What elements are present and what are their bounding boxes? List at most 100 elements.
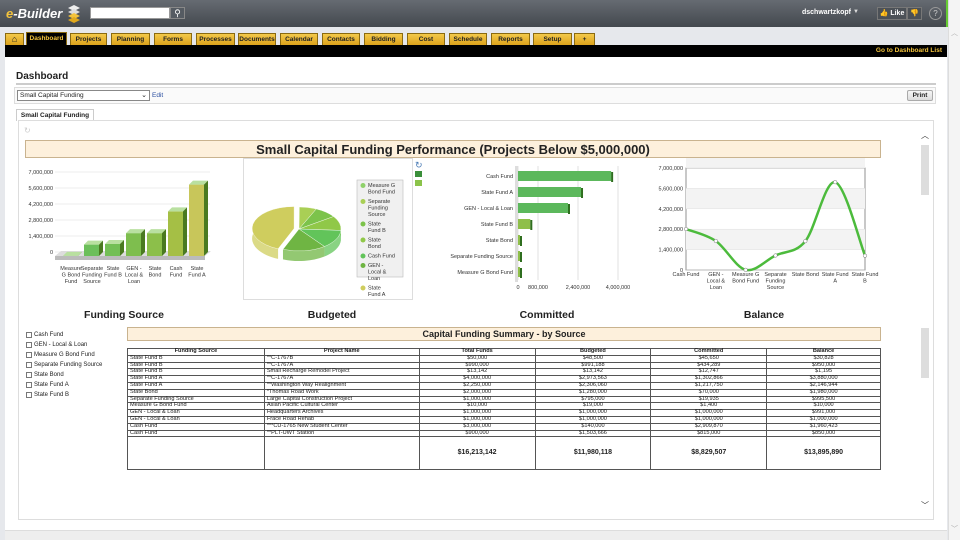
bar-top: [168, 207, 187, 212]
chevron-down-icon[interactable]: ▼: [853, 9, 859, 15]
scrollbar-thumb[interactable]: [921, 328, 929, 378]
page-scrollbar[interactable]: ︿ ﹀: [948, 0, 960, 540]
filter-label: State Bond: [34, 372, 64, 378]
filter-checkbox[interactable]: Separate Funding Source: [26, 360, 102, 370]
x-tick-label: Funding: [766, 279, 786, 285]
x-tick-label: GEN -: [126, 266, 141, 272]
filter-label: Separate Funding Source: [34, 362, 103, 368]
committed-chart: 0 800,000 2,400,000 4,000,000 Cash Fund State…: [450, 166, 630, 291]
y-tick-label: State Fund A: [481, 190, 513, 196]
excel-export-icon[interactable]: [415, 171, 422, 177]
go-to-dashboard-list-link[interactable]: Go to Dashboard List: [875, 47, 942, 54]
filter-label: Cash Fund: [34, 332, 64, 338]
bar-top: [147, 229, 166, 234]
legend-label: Local &: [368, 270, 387, 276]
edit-link[interactable]: Edit: [152, 92, 164, 99]
checkbox[interactable]: [26, 382, 32, 388]
filter-checkbox[interactable]: GEN - Local & Loan: [26, 340, 102, 350]
dashboard-select-value: Small Capital Funding: [20, 92, 84, 99]
legend-label: State: [368, 238, 381, 244]
bar-side: [162, 229, 166, 256]
tab-bidding[interactable]: Bidding: [364, 33, 403, 45]
tab-schedule[interactable]: Schedule: [449, 33, 487, 45]
filter-checkbox[interactable]: State Bond: [26, 370, 102, 380]
axis-wall: [515, 166, 518, 282]
tab-contacts[interactable]: Contacts: [322, 33, 360, 45]
x-tick-label: GEN -: [708, 272, 723, 278]
table-row: State Fund A **Washington Way Realignment…: [127, 381, 881, 390]
table-row: State Fund B Small Recharge Remodel Proje…: [127, 368, 881, 377]
checkbox[interactable]: [26, 352, 32, 358]
checkbox[interactable]: [26, 372, 32, 378]
bar: [189, 184, 204, 256]
checkbox[interactable]: [26, 342, 32, 348]
logo[interactable]: e-Builder: [6, 6, 63, 21]
checkbox[interactable]: [26, 332, 32, 338]
search-button[interactable]: ⚲: [170, 7, 185, 19]
footer: [5, 530, 947, 540]
scrollbar-thumb[interactable]: [921, 145, 929, 195]
print-button[interactable]: Print: [907, 90, 933, 101]
checkbox[interactable]: [26, 362, 32, 368]
y-tick-label: 1,400,000: [29, 234, 53, 240]
bar-side: [530, 220, 533, 230]
filter-checkbox[interactable]: State Fund B: [26, 390, 102, 400]
tab-processes[interactable]: Processes: [196, 33, 235, 45]
tab-dashboard[interactable]: Dashboard: [26, 32, 67, 45]
bar-side: [204, 180, 208, 256]
tab-reports[interactable]: Reports: [491, 33, 530, 45]
home-icon: ⌂: [11, 34, 18, 44]
checkbox[interactable]: [26, 392, 32, 398]
x-tick-label: State Fund: [852, 272, 879, 278]
help-button[interactable]: ?: [929, 7, 942, 20]
filter-checkbox[interactable]: State Fund A: [26, 380, 102, 390]
filter-checkbox[interactable]: Measure G Bond Fund: [26, 350, 102, 360]
legend-label: Fund A: [368, 292, 386, 298]
filter-label: Measure G Bond Fund: [34, 352, 95, 358]
tab-projects[interactable]: Projects: [70, 33, 107, 45]
dashboard-select[interactable]: Small Capital Funding ⌄: [17, 90, 150, 101]
export-icon[interactable]: [415, 180, 422, 186]
grid-band: [686, 158, 865, 168]
search-input[interactable]: [90, 7, 170, 19]
refresh-icon[interactable]: ↻: [24, 126, 31, 135]
dislike-button[interactable]: 👎: [907, 7, 922, 20]
legend: [356, 179, 404, 278]
tab-documents[interactable]: Documents: [238, 33, 276, 45]
scroll-down-icon[interactable]: ﹀: [951, 526, 958, 533]
panel-scrollbar[interactable]: ︿﹀: [920, 130, 930, 510]
chevron-down-icon: ⌄: [141, 92, 147, 99]
like-button[interactable]: 👍 Like: [877, 7, 907, 20]
x-tick-label: Bond: [149, 273, 162, 279]
tab-setup[interactable]: Setup: [533, 33, 572, 45]
tab-calendar[interactable]: Calendar: [280, 33, 318, 45]
x-tick-label: Bond Fund: [732, 279, 759, 285]
tab-forms[interactable]: Forms: [154, 33, 192, 45]
user-menu[interactable]: dschwartzkopf: [802, 9, 852, 16]
chart-label-funding-source: Funding Source: [84, 309, 164, 321]
x-tick-label: 800,000: [528, 285, 548, 291]
scroll-up-icon[interactable]: ︿: [951, 30, 958, 37]
data-point: [833, 180, 838, 185]
y-tick-label: Separate Funding Source: [450, 254, 513, 260]
bar-side: [581, 188, 584, 198]
tab-home[interactable]: ⌂: [5, 33, 24, 45]
legend-label: Bond Fund: [368, 190, 395, 196]
refresh-icon[interactable]: ↻: [415, 160, 423, 170]
x-tick-label: Separate: [764, 272, 786, 278]
funding-source-filter: Cash Fund GEN - Local & Loan Measure G Bon…: [26, 330, 102, 400]
tab-cost[interactable]: Cost: [407, 33, 445, 45]
table-row: Cash Fund ***CU-1765 New Student Center $3…: [127, 422, 881, 431]
x-tick-label: Source: [767, 285, 784, 291]
table-row: State Fund B **C-1767A $990,000 $991,188 $43…: [127, 361, 881, 370]
table-row: State Fund A **C-1767A $4,000,000 $2,973,56…: [127, 375, 881, 383]
tab-planning[interactable]: Planning: [111, 33, 150, 45]
legend-label: State: [368, 222, 381, 228]
filter-checkbox[interactable]: Cash Fund: [26, 330, 102, 340]
bar-top: [189, 180, 208, 185]
tab-add[interactable]: +: [574, 33, 595, 45]
x-tick-label: Fund: [65, 279, 78, 285]
data-point: [803, 239, 808, 244]
tab-small-capital-funding[interactable]: Small Capital Funding: [16, 109, 94, 121]
table-cell: $1,503,666: [534, 429, 652, 438]
